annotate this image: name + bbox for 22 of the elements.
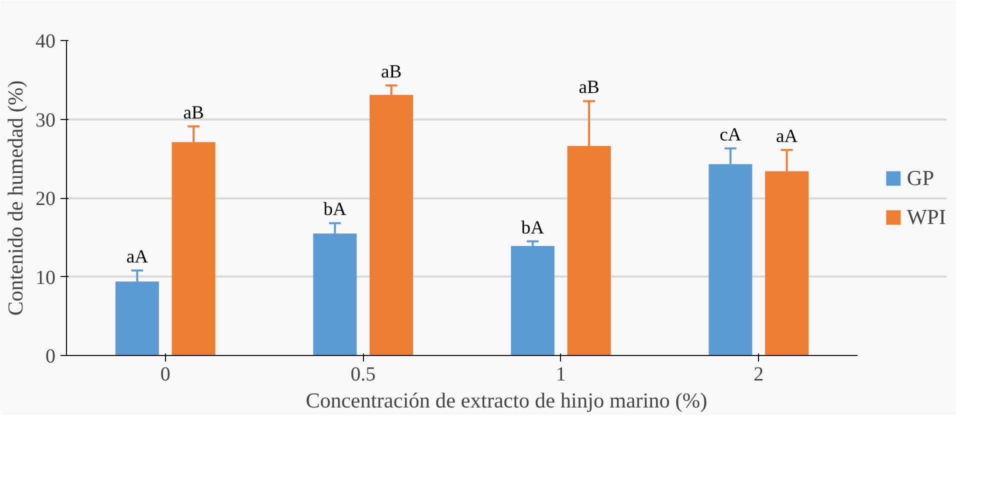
data-label: aB bbox=[578, 77, 600, 98]
legend-label: WPI bbox=[906, 204, 946, 230]
x-tick-label: 0 bbox=[160, 364, 170, 386]
y-axis-title: Contenido de humedad (%) bbox=[4, 80, 28, 316]
data-label: cA bbox=[720, 124, 742, 146]
x-axis-title: Concentración de extracto de hinjo marino (%) bbox=[306, 388, 708, 412]
data-label: bA bbox=[521, 217, 545, 238]
x-tick-label: 2 bbox=[754, 364, 764, 386]
legend-label: GP bbox=[906, 166, 934, 190]
x-tick-label: 0.5 bbox=[350, 364, 376, 386]
y-tick-label: 10 bbox=[36, 266, 56, 289]
data-label: aB bbox=[183, 102, 204, 124]
data-label: aB bbox=[380, 61, 402, 82]
y-tick-label: 20 bbox=[36, 188, 56, 210]
data-label: bA bbox=[324, 199, 347, 220]
data-label: aA bbox=[126, 246, 149, 268]
y-tick-label: 30 bbox=[36, 109, 56, 132]
x-tick-label: 1 bbox=[556, 364, 566, 386]
y-tick-label: 0 bbox=[46, 346, 56, 368]
y-tick-label: 40 bbox=[36, 30, 56, 52]
bar bbox=[510, 246, 554, 356]
data-label: aA bbox=[776, 126, 798, 147]
